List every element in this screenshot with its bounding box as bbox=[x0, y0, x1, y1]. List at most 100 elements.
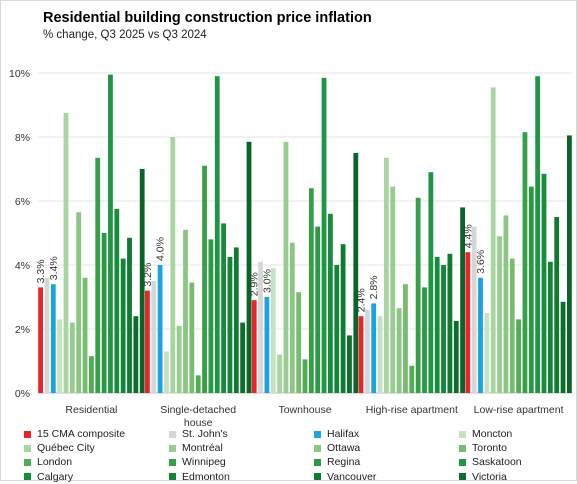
bar bbox=[541, 173, 547, 393]
chart-title: Residential building construction price … bbox=[43, 10, 372, 26]
bar bbox=[82, 277, 88, 393]
bar bbox=[428, 172, 434, 393]
bar bbox=[453, 321, 459, 393]
bar bbox=[183, 229, 188, 393]
bar bbox=[227, 257, 233, 393]
y-tick-label: 0% bbox=[15, 388, 30, 400]
bar bbox=[264, 297, 270, 393]
data-label: 2.8% bbox=[368, 275, 380, 299]
bar bbox=[465, 252, 471, 393]
bar bbox=[503, 215, 509, 393]
bar bbox=[127, 237, 132, 393]
bar bbox=[554, 217, 560, 393]
bar bbox=[364, 309, 370, 393]
bar bbox=[353, 153, 359, 393]
bar bbox=[139, 169, 145, 393]
bar bbox=[202, 165, 207, 393]
x-tick-label: Low-rise apartment bbox=[474, 404, 564, 416]
bar bbox=[283, 141, 289, 393]
bar bbox=[377, 316, 383, 393]
bar bbox=[390, 186, 396, 393]
bar bbox=[490, 87, 496, 394]
legend-entry: Edmonton bbox=[169, 470, 314, 484]
legend-swatch bbox=[169, 458, 176, 466]
bar bbox=[547, 261, 553, 393]
bar bbox=[516, 319, 521, 393]
legend-swatch bbox=[169, 444, 176, 452]
bar bbox=[170, 137, 176, 393]
bar bbox=[108, 74, 113, 393]
legend-entry: Calgary bbox=[24, 470, 169, 484]
bar bbox=[340, 244, 346, 393]
legend-swatch bbox=[24, 473, 31, 481]
bar bbox=[95, 157, 101, 393]
legend-swatch bbox=[169, 430, 176, 438]
data-label: 2.9% bbox=[249, 272, 261, 296]
legend-entry: Victoria bbox=[459, 470, 574, 484]
bar bbox=[497, 236, 502, 393]
data-label: 4.0% bbox=[155, 237, 167, 261]
x-tick-label: Residential bbox=[65, 404, 117, 416]
legend-entry: Halifax bbox=[314, 427, 459, 441]
bar bbox=[347, 335, 352, 393]
bar bbox=[44, 277, 50, 393]
bar bbox=[289, 242, 295, 393]
data-label: 3.4% bbox=[48, 256, 60, 280]
legend-entry: Toronto bbox=[459, 441, 574, 455]
bar bbox=[535, 76, 541, 393]
legend-entry: Ottawa bbox=[314, 441, 459, 455]
data-label: 3.0% bbox=[261, 269, 273, 293]
legend-swatch bbox=[24, 430, 31, 438]
y-tick-label: 10% bbox=[9, 68, 30, 80]
data-label: 2.4% bbox=[356, 288, 368, 312]
x-tick-label: Townhouse bbox=[278, 404, 331, 416]
legend-entry: Québec City bbox=[24, 441, 169, 455]
bar bbox=[214, 76, 220, 393]
bar bbox=[334, 265, 340, 393]
bar bbox=[133, 316, 139, 393]
bar bbox=[471, 226, 477, 393]
bar bbox=[460, 207, 465, 393]
bar bbox=[246, 141, 252, 393]
legend-label: Ottawa bbox=[327, 442, 361, 455]
legend-label: Halifax bbox=[327, 428, 360, 441]
y-tick-label: 4% bbox=[15, 260, 30, 272]
y-tick-label: 8% bbox=[15, 132, 30, 144]
bar bbox=[38, 287, 43, 393]
y-tick-label: 6% bbox=[15, 196, 30, 208]
bar bbox=[321, 77, 327, 394]
bar bbox=[114, 209, 120, 393]
bar bbox=[89, 356, 94, 393]
bar bbox=[522, 132, 528, 393]
bar bbox=[478, 277, 483, 393]
bar bbox=[560, 301, 566, 393]
legend-label: Calgary bbox=[37, 470, 74, 483]
legend-entry: Moncton bbox=[459, 427, 574, 441]
bar bbox=[302, 359, 308, 393]
legend-entry: Montréal bbox=[169, 441, 314, 455]
legend-label: London bbox=[37, 456, 73, 469]
legend-entry: Vancouver bbox=[314, 470, 459, 484]
bar bbox=[528, 186, 534, 393]
legend-entry: St. John's bbox=[169, 427, 314, 441]
data-label: 3.3% bbox=[35, 259, 47, 283]
legend-label: Edmonton bbox=[182, 470, 230, 483]
bar bbox=[151, 281, 157, 393]
bar bbox=[240, 322, 246, 393]
x-tick-label: Single-detached bbox=[160, 404, 236, 416]
bar bbox=[195, 375, 201, 393]
legend-swatch bbox=[459, 473, 466, 481]
legend-label: St. John's bbox=[182, 428, 228, 441]
x-tick-label: High-rise apartment bbox=[366, 404, 458, 416]
legend-swatch bbox=[459, 444, 466, 452]
legend-entry: Regina bbox=[314, 455, 459, 469]
legend-label: Saskatoon bbox=[472, 456, 522, 469]
bar bbox=[101, 233, 107, 393]
bar bbox=[258, 261, 263, 393]
legend-swatch bbox=[314, 473, 321, 481]
bar bbox=[409, 365, 415, 393]
bar bbox=[164, 351, 169, 393]
bar bbox=[145, 290, 150, 393]
bar bbox=[251, 300, 257, 393]
chart-subtitle: % change, Q3 2025 vs Q3 2024 bbox=[43, 29, 207, 41]
